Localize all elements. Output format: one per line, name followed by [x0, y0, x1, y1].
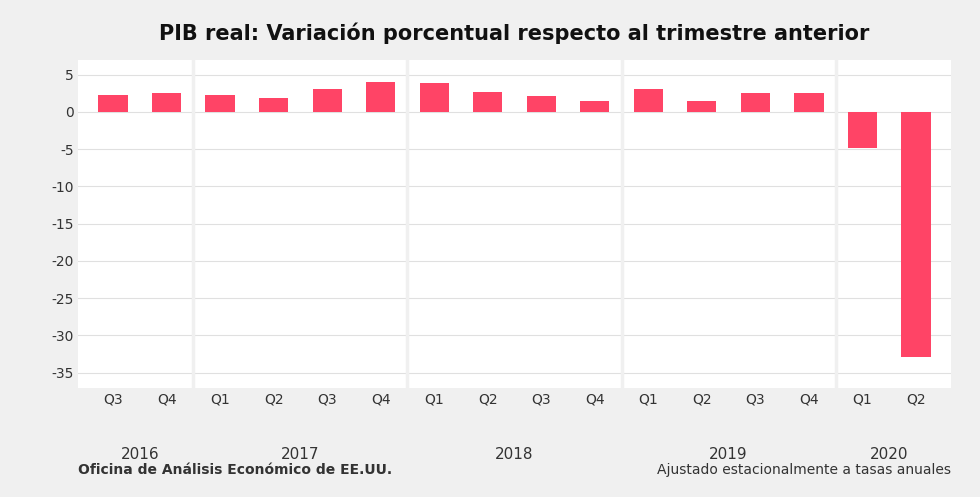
- Bar: [419, 83, 449, 112]
- Text: 2020: 2020: [870, 447, 908, 462]
- Bar: [741, 93, 770, 112]
- Bar: [526, 96, 556, 112]
- Text: Oficina de Análisis Económico de EE.UU.: Oficina de Análisis Económico de EE.UU.: [78, 463, 393, 477]
- Bar: [633, 88, 663, 112]
- Bar: [313, 89, 342, 112]
- Bar: [473, 91, 503, 112]
- Bar: [98, 95, 128, 112]
- Bar: [206, 94, 235, 112]
- Text: Ajustado estacionalmente a tasas anuales: Ajustado estacionalmente a tasas anuales: [657, 463, 951, 477]
- Bar: [901, 112, 931, 357]
- Bar: [259, 98, 288, 112]
- Text: 2016: 2016: [121, 447, 159, 462]
- Bar: [580, 100, 610, 112]
- Bar: [366, 82, 396, 112]
- Bar: [152, 93, 181, 112]
- Text: 2017: 2017: [281, 447, 319, 462]
- Bar: [687, 100, 716, 112]
- Text: 2019: 2019: [710, 447, 748, 462]
- Text: 2018: 2018: [495, 447, 534, 462]
- Bar: [848, 112, 877, 148]
- Bar: [794, 93, 823, 112]
- Title: PIB real: Variación porcentual respecto al trimestre anterior: PIB real: Variación porcentual respecto …: [160, 23, 869, 44]
